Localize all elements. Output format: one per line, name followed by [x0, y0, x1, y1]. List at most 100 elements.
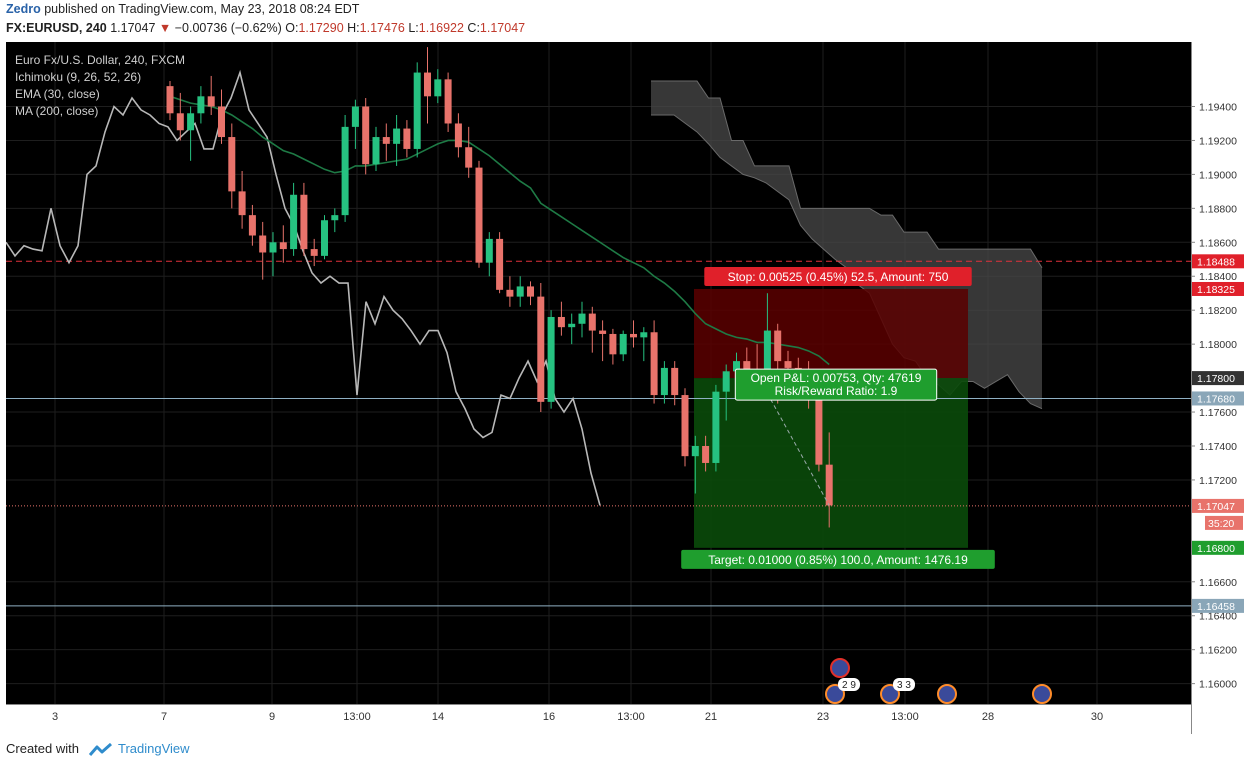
candle-body [454, 123, 462, 148]
candle-body [290, 194, 298, 250]
candle-body [516, 286, 524, 297]
candle-body [207, 96, 215, 107]
price-tag-bg [1192, 281, 1244, 296]
down-arrow-icon: ▼ [158, 21, 172, 35]
candle-body [341, 126, 349, 216]
x-tick-label: 13:00 [891, 711, 919, 723]
close-value: 1.17047 [479, 21, 526, 35]
price-tag-label: 1.18325 [1197, 284, 1235, 296]
author-name[interactable]: Zedro [6, 2, 41, 16]
price-tag-bg [1192, 540, 1244, 555]
candle-body [465, 147, 473, 168]
candle-body [300, 194, 308, 250]
stop-label: Stop: 0.00525 (0.45%) 52.5, Amount: 750 [728, 270, 949, 284]
candle-body [382, 137, 390, 144]
x-tick-label: 21 [705, 711, 717, 723]
high-value: 1.17476 [359, 21, 405, 35]
candle-body [259, 235, 267, 253]
economic-event-icon [1032, 684, 1052, 704]
y-tick-label: 1.17600 [1199, 407, 1237, 419]
x-tick-label: 23 [817, 711, 829, 723]
price-tag-label: 1.17680 [1197, 393, 1235, 405]
countdown-bg [1205, 515, 1243, 530]
candle-body [712, 391, 720, 463]
open-label: O: [285, 21, 299, 35]
close-label: C: [467, 21, 480, 35]
candle-body [774, 330, 782, 362]
candle-body [609, 333, 617, 355]
chart-area[interactable]: 1.19400 1.19200 1.19000 1.18800 1.18600 1.184… [6, 42, 1245, 734]
x-tick-label: 14 [432, 711, 444, 723]
created-with-text: Created with [6, 741, 79, 756]
last-price: 1.17047 [110, 21, 156, 35]
event-count-bg [893, 678, 915, 691]
event-count: 3 3 [897, 680, 911, 691]
y-tick-label: 1.16000 [1199, 679, 1237, 691]
price-tag-label: 1.17047 [1197, 501, 1235, 513]
tradingview-link[interactable]: TradingView [118, 741, 190, 756]
candle-body [650, 332, 658, 396]
candle-body [403, 128, 411, 149]
publish-info: Zedro published on TradingView.com, May … [6, 2, 359, 16]
candle-body [630, 333, 637, 338]
x-tick-label: 9 [269, 711, 275, 723]
candle-body [176, 113, 184, 131]
x-tick-label: 13:00 [617, 711, 645, 723]
price-tag-label: 1.18488 [1197, 256, 1235, 268]
candle-body [166, 86, 174, 114]
candle-body [825, 464, 833, 506]
ma-200-line [6, 69, 601, 506]
price-tag-bg [1192, 391, 1244, 406]
tradingview-logo-icon[interactable] [88, 742, 113, 757]
symbol-name: FX:EURUSD, 240 [6, 21, 107, 35]
candle-body [197, 96, 205, 114]
target-label: Target: 0.01000 (0.85%) 100.0, Amount: 1… [708, 553, 968, 567]
symbol-bar: FX:EURUSD, 240 1.17047 ▼ −0.00736 (−0.62… [6, 21, 525, 35]
candle-body [588, 313, 596, 331]
candle-body [815, 398, 823, 465]
candle-body [722, 371, 730, 392]
x-tick-label: 7 [161, 711, 167, 723]
candle-body [424, 72, 431, 97]
y-tick-label: 1.18800 [1199, 203, 1237, 215]
y-tick-label: 1.18000 [1199, 339, 1237, 351]
candle-body [248, 215, 256, 236]
ema-30-line [169, 95, 830, 366]
candle-body [496, 238, 504, 290]
candle-body [238, 191, 246, 216]
low-label: L: [408, 21, 419, 35]
price-tag-bg [1192, 371, 1244, 386]
countdown-label: 35:20 [1208, 518, 1234, 530]
candle-body [578, 313, 586, 324]
price-tag-label: 1.16458 [1197, 601, 1235, 613]
target-label-bg [681, 549, 995, 569]
economic-event-icon [880, 684, 900, 704]
candle-body [228, 137, 236, 192]
price-change: −0.00736 (−0.62%) [174, 21, 282, 35]
candle-body [372, 137, 380, 165]
candle-body [733, 361, 740, 372]
y-tick-label: 1.17200 [1199, 475, 1237, 487]
price-tag-bg [1192, 598, 1244, 613]
price-chart[interactable]: 1.19400 1.19200 1.19000 1.18800 1.18600 1.184… [6, 42, 1245, 734]
price-tag-label: 1.17800 [1197, 373, 1235, 385]
y-tick-label: 1.18200 [1199, 305, 1237, 317]
event-count: 2 9 [842, 680, 856, 691]
candle-body [351, 106, 359, 127]
y-tick-label: 1.16400 [1199, 611, 1237, 623]
price-axis [1191, 42, 1245, 734]
candle-body [557, 316, 565, 328]
price-tag-bg [1192, 254, 1244, 269]
candle-body [218, 106, 225, 138]
candle-body [269, 242, 277, 253]
candle-body [743, 361, 751, 375]
y-tick-label: 1.19400 [1199, 102, 1237, 114]
candle-body [537, 296, 545, 402]
y-tick-label: 1.19000 [1199, 169, 1237, 181]
candle-body [599, 330, 607, 334]
candle-body [702, 445, 710, 463]
x-tick-label: 16 [543, 711, 555, 723]
candle-body [640, 332, 648, 338]
candle-body [413, 72, 421, 149]
high-label: H: [347, 21, 360, 35]
